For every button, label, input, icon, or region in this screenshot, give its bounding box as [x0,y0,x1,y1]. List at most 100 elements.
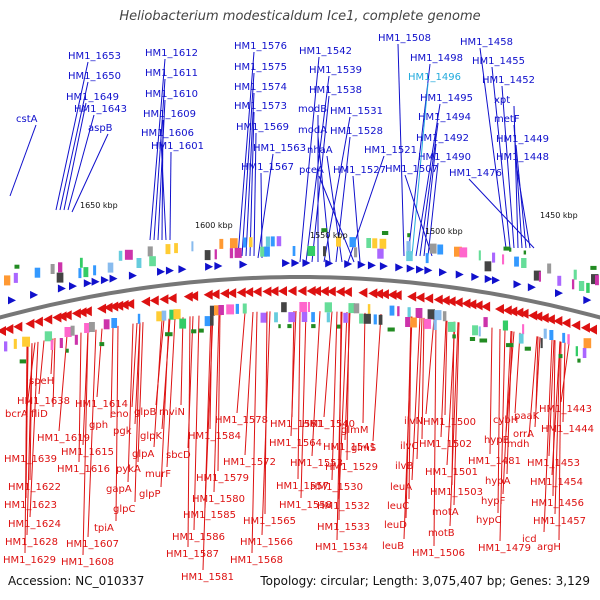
feature-block [405,317,411,327]
reverse-gene-arrow [167,293,177,304]
feature-block [523,250,527,255]
reverse-leader-line [82,331,89,556]
feature-block [198,328,204,333]
forward-gene-label: HM1_1574 [234,82,287,93]
reverse-gene-arrow [387,289,397,300]
reverse-leader-line [560,343,570,403]
reverse-leader-line [552,340,556,497]
reverse-gene-arrow [588,324,598,335]
feature-block [397,306,400,317]
forward-gene-arrow [282,259,291,268]
reverse-gene-arrow [244,287,254,298]
feature-block [453,246,462,257]
forward-leader-line [491,66,511,249]
gene-arrows [0,259,598,336]
reverse-gene-label: orrA [513,429,534,440]
forward-leader-line [352,175,361,263]
reverse-gene-label: HM1_1540 [302,419,355,430]
feature-block [379,238,387,249]
forward-leader-line [59,81,89,211]
reverse-gene-arrow [297,286,307,297]
reverse-leader-line [453,322,460,506]
feature-block [407,233,411,238]
feature-block [533,270,541,281]
reverse-leader-line [502,330,512,495]
reverse-gene-label: HM1_1453 [527,458,580,469]
forward-gene-label: HM1_1452 [482,75,535,86]
feature-block [19,359,27,364]
feature-block [407,307,411,318]
reverse-gene-label: HM1_1607 [66,539,119,550]
reverse-gene-label: HM1_1586 [172,532,225,543]
map-title: Heliobacterium modesticaldum Ice1, compl… [119,9,481,24]
feature-block [274,312,278,323]
forward-gene-label: HM1_1576 [234,41,287,52]
forward-gene-label: nhaA [307,145,333,156]
reverse-gene-arrow [519,308,529,319]
reverse-leader-line [300,310,307,499]
feature-block [13,272,18,283]
reverse-gene-arrow [508,306,518,317]
reverse-gene-label: HM1_1579 [196,473,249,484]
reverse-leader-line [29,341,39,518]
reverse-leader-line [134,322,141,503]
feature-block [137,313,141,324]
reverse-gene-arrow [119,299,129,310]
forward-gene-label: HM1_1492 [416,133,469,144]
feature-block [118,250,123,261]
feature-block [389,305,395,316]
feature-block [575,346,578,357]
reverse-leader-line [78,332,82,463]
reverse-gene-label: fliD [31,409,48,420]
feature-block [234,247,242,258]
forward-gene-label: HM1_1494 [418,112,471,123]
feature-block [506,343,514,348]
reverse-leader-line [554,341,561,515]
reverse-gene-label: ilvB [395,461,413,472]
forward-leader-line [149,58,166,241]
feature-block [301,312,308,322]
feature-block [242,303,247,314]
feature-block [425,253,429,264]
reverse-gene-label: HM1_1585 [183,510,236,521]
feature-block [174,243,178,254]
feature-block [323,246,326,257]
feature-block [522,324,525,335]
feature-block [326,312,330,323]
reverse-leader-line [506,331,513,475]
reverse-gene-arrow [539,312,549,323]
reverse-leader-line [449,322,459,527]
reverse-leader-line [425,319,435,415]
feature-block [573,269,577,280]
reverse-gene-arrow [252,286,262,297]
reverse-gene-arrow [203,289,213,300]
forward-leader-line [415,103,441,257]
forward-gene-label: cstA [16,114,38,125]
kbp-tick-label: 1650 kbp [80,201,118,210]
reverse-leader-line [311,311,321,457]
reverse-leader-line [362,312,366,424]
feature-block [191,329,197,334]
reverse-leader-line [127,323,134,483]
forward-gene-label: HM1_1612 [145,48,198,59]
reverse-gene-label: HM1_1624 [8,519,61,530]
forward-leader-line [67,114,95,211]
reverse-leader-line [166,317,176,468]
forward-gene-label: HM1_1611 [145,68,198,79]
reverse-leader-line [251,311,258,554]
forward-gene-label: pceA [299,165,324,176]
feature-block [518,333,524,344]
feature-block [492,252,496,263]
feature-block [214,249,217,260]
reverse-leader-line [548,339,555,457]
reverse-gene-label: glpB [134,407,156,418]
accession-text: Accession: NC_010337 [8,574,145,588]
forward-gene-label: modA [298,125,327,136]
forward-gene-arrow [395,263,404,272]
feature-block [377,248,384,259]
reverse-gene-arrow [97,303,107,314]
reverse-gene-label: sbcD [166,450,191,461]
forward-gene-arrow [491,276,500,285]
feature-block [173,309,181,320]
